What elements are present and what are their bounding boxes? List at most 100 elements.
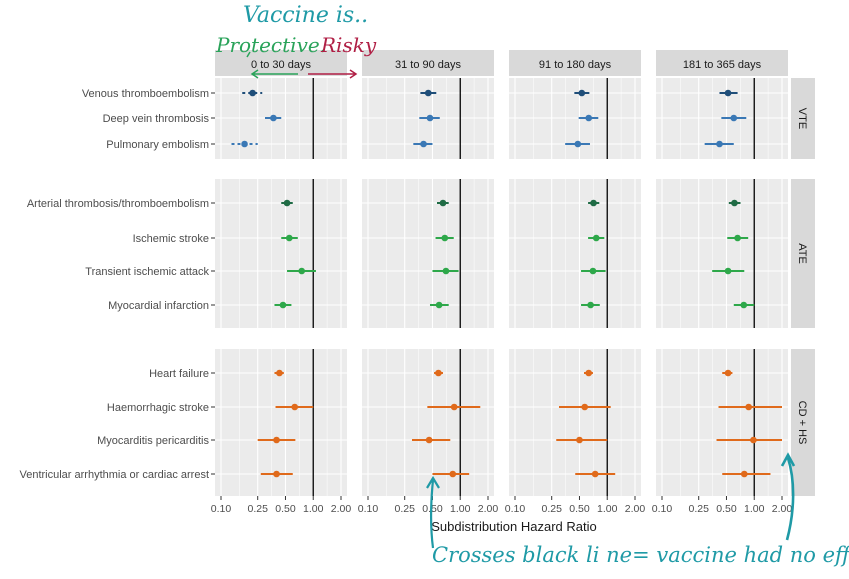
x-tick-label: 0.10 xyxy=(358,503,379,515)
point-estimate xyxy=(291,403,299,411)
point-estimate xyxy=(273,436,280,444)
x-tick-label: 0.50 xyxy=(422,503,443,515)
protective-arrow xyxy=(250,69,298,79)
x-tick-label: 2.00 xyxy=(625,503,646,515)
point-estimate xyxy=(578,89,586,97)
group-strip-bg xyxy=(791,349,815,496)
point-estimate xyxy=(589,267,597,275)
point-estimate xyxy=(592,234,600,242)
point-estimate xyxy=(581,403,589,411)
group-strip-label: CD + HS xyxy=(796,401,808,445)
outcome-label: Heart failure xyxy=(149,368,209,380)
group-strip-bg xyxy=(791,179,815,328)
point-estimate xyxy=(270,114,277,122)
point-estimate xyxy=(426,114,434,122)
strip-header-label: 181 to 365 days xyxy=(683,59,762,71)
note-arrow-right xyxy=(780,452,796,541)
point-estimate xyxy=(724,89,732,97)
group-strip-bg xyxy=(791,78,815,159)
strip-header-label: 0 to 30 days xyxy=(251,59,311,71)
x-tick-label: 0.10 xyxy=(505,503,526,515)
point-estimate xyxy=(585,114,593,122)
strip-header-label: 91 to 180 days xyxy=(539,59,612,71)
outcome-label: Haemorrhagic stroke xyxy=(107,402,209,414)
outcome-label: Ventricular arrhythmia or cardiac arrest xyxy=(19,469,209,481)
point-estimate xyxy=(590,199,597,207)
panel-bg xyxy=(656,179,788,328)
annotation-crosses-note: Crosses black li ne= vaccine had no effe… xyxy=(432,543,849,567)
point-estimate xyxy=(591,470,599,478)
point-estimate xyxy=(449,470,457,478)
point-estimate xyxy=(435,369,442,377)
point-estimate xyxy=(441,234,449,242)
point-estimate xyxy=(276,369,283,377)
x-tick-label: 0.25 xyxy=(688,503,709,515)
labels-layer: 0 to 30 days 31 to 90 days 91 to 180 days 1… xyxy=(19,59,808,534)
point-estimate xyxy=(734,234,741,242)
point-estimate xyxy=(435,301,443,309)
point-estimate xyxy=(740,301,748,309)
panel-bg xyxy=(362,179,494,328)
annotation-arrows xyxy=(246,51,796,549)
annotation-vaccine-is: Vaccine is.. xyxy=(243,3,368,28)
risky-arrow xyxy=(308,69,358,79)
group-strip-label: VTE xyxy=(796,108,808,129)
panels-layer xyxy=(215,50,815,496)
x-tick-label: 0.10 xyxy=(211,503,232,515)
point-estimate xyxy=(576,436,583,444)
point-estimate xyxy=(724,267,732,275)
x-tick-label: 0.50 xyxy=(569,503,590,515)
point-estimate xyxy=(587,301,594,309)
annotation-risky: Risky xyxy=(320,33,377,57)
point-estimate xyxy=(574,140,582,148)
annotation-protective: Protective. xyxy=(215,33,326,57)
x-tick-label: 0.25 xyxy=(541,503,562,515)
point-estimate xyxy=(279,301,287,309)
x-tick-label: 1.00 xyxy=(303,503,324,515)
annotations-layer: Vaccine is.. Protective. Risky Crosses b… xyxy=(215,3,849,567)
x-tick-label: 1.00 xyxy=(744,503,765,515)
x-tick-label: 2.00 xyxy=(478,503,499,515)
point-estimate xyxy=(420,140,427,148)
x-tick-label: 2.00 xyxy=(772,503,793,515)
point-estimate xyxy=(745,403,752,411)
point-estimate xyxy=(439,199,447,207)
strip-header-bg xyxy=(362,50,494,76)
x-tick-label: 1.00 xyxy=(597,503,618,515)
outcome-label: Pulmonary embolism xyxy=(106,139,209,151)
note-arrow-left xyxy=(426,475,440,549)
point-estimate xyxy=(585,369,593,377)
point-estimate xyxy=(298,267,306,275)
point-estimate xyxy=(730,114,738,122)
x-tick-label: 0.10 xyxy=(652,503,673,515)
strip-header-bg xyxy=(656,50,788,76)
point-estimate xyxy=(724,369,732,377)
x-tick-label: 1.00 xyxy=(450,503,471,515)
outcome-label: Arterial thrombosis/thromboembolism xyxy=(27,198,209,210)
outcome-label: Deep vein thrombosis xyxy=(103,113,210,125)
x-tick-label: 0.50 xyxy=(716,503,737,515)
x-tick-label: 2.00 xyxy=(331,503,352,515)
group-strip-label: ATE xyxy=(796,243,808,264)
point-estimate xyxy=(424,89,432,97)
point-estimate xyxy=(716,140,723,148)
point-estimate xyxy=(450,403,458,411)
x-tick-label: 0.50 xyxy=(275,503,296,515)
strip-header-label: 31 to 90 days xyxy=(395,59,462,71)
protective-connector xyxy=(246,51,251,58)
x-axis-title: Subdistribution Hazard Ratio xyxy=(431,519,596,534)
point-estimate xyxy=(750,436,757,444)
point-estimate xyxy=(425,436,433,444)
strip-header-bg xyxy=(509,50,641,76)
panel-bg xyxy=(509,179,641,328)
point-estimate xyxy=(731,199,738,207)
point-estimate xyxy=(249,89,256,97)
point-estimate xyxy=(273,470,280,478)
x-tick-label: 0.25 xyxy=(394,503,415,515)
point-estimate xyxy=(285,234,293,242)
point-estimate xyxy=(740,470,748,478)
outcome-label: Myocardial infarction xyxy=(108,300,209,312)
outcome-label: Transient ischemic attack xyxy=(85,266,209,278)
